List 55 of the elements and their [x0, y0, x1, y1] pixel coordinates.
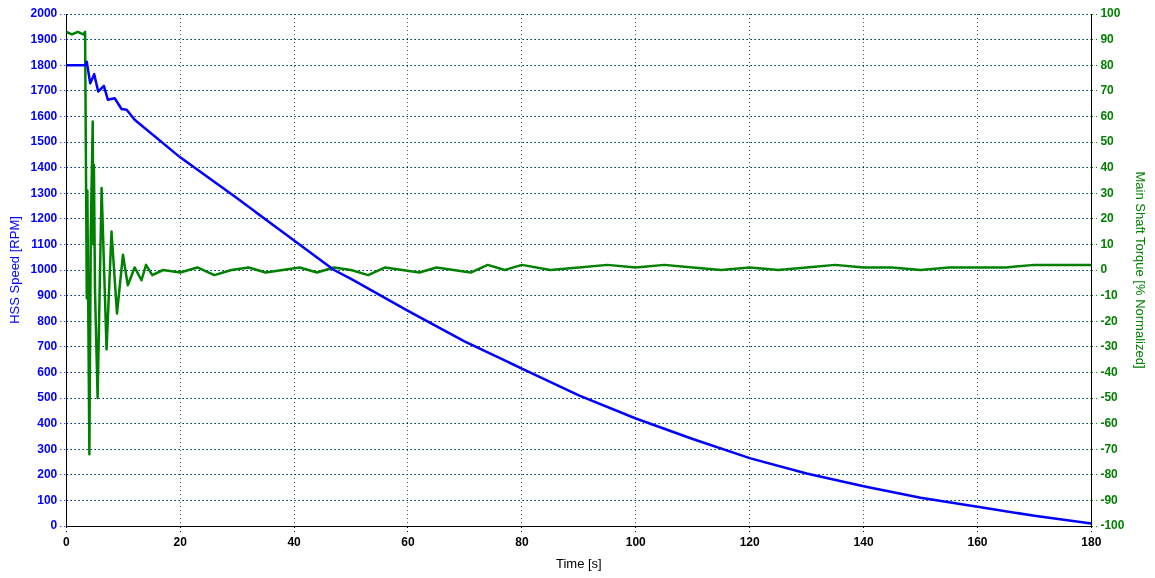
y2-tick-label: 30 [1100, 185, 1115, 200]
y2-tick-label: 50 [1100, 134, 1115, 149]
y-tick-label: 1400 [30, 159, 58, 174]
y2-tick-label: -20 [1100, 313, 1119, 328]
y-tick-label: 2000 [30, 6, 58, 21]
x-tick-label: 0 [62, 534, 70, 549]
y2-tick-label: 20 [1100, 211, 1115, 226]
y-tick-label: 300 [37, 441, 58, 456]
y2-tick-label: 60 [1100, 108, 1115, 123]
x-tick-label: 140 [853, 534, 874, 549]
y2-tick-label: -10 [1100, 287, 1119, 302]
y-tick-label: 200 [37, 467, 58, 482]
x-tick-label: 40 [287, 534, 302, 549]
y-tick-label: 700 [37, 339, 58, 354]
y-axis-title: HSS Speed [RPM] [7, 216, 23, 324]
y2-tick-label: 80 [1100, 57, 1115, 72]
y-tick-label: 1000 [30, 262, 58, 277]
y-tick-label: 600 [37, 364, 58, 379]
x-axis-title: Time [s] [555, 555, 602, 571]
y-tick-label: 400 [37, 415, 58, 430]
y-tick-label: 1600 [30, 108, 58, 123]
x-tick-label: 20 [173, 534, 188, 549]
y-tick-label: 500 [37, 390, 58, 405]
y2-tick-label: -90 [1100, 492, 1119, 507]
y-tick-label: 900 [37, 287, 58, 302]
y2-tick-label: -60 [1100, 415, 1119, 430]
y2-tick-label: -100 [1100, 518, 1125, 533]
y-tick-label: 1800 [30, 57, 58, 72]
y2-tick-label: 40 [1100, 159, 1115, 174]
y-tick-label: 800 [37, 313, 58, 328]
y-tick-label: 1700 [30, 83, 58, 98]
y2-tick-label: -80 [1100, 467, 1119, 482]
y-tick-label: 1500 [30, 134, 58, 149]
y2-tick-label: 10 [1100, 236, 1115, 251]
y2-tick-label: -30 [1100, 339, 1119, 354]
y2-tick-label: -50 [1100, 390, 1119, 405]
y-tick-label: 1300 [30, 185, 58, 200]
y-tick-label: 0 [50, 518, 58, 533]
y-tick-label: 1200 [30, 211, 58, 226]
x-tick-label: 60 [401, 534, 415, 549]
y-tick-label: 1900 [30, 31, 58, 46]
x-tick-label: 100 [625, 534, 647, 549]
y2-tick-label: 70 [1100, 83, 1115, 98]
y2-tick-label: 100 [1100, 6, 1121, 21]
x-tick-label: 180 [1081, 534, 1102, 549]
y2-tick-label: 90 [1100, 31, 1115, 46]
x-tick-label: 120 [739, 534, 761, 549]
y2-tick-label: 0 [1100, 262, 1108, 277]
x-tick-label: 80 [515, 534, 529, 549]
y-tick-label: 1100 [31, 236, 58, 251]
y2-tick-label: -40 [1100, 364, 1119, 379]
y2-axis-title: Main Shaft Torque [% Normalized] [1132, 171, 1148, 369]
y2-tick-label: -70 [1100, 441, 1119, 456]
y-tick-label: 100 [37, 492, 58, 507]
x-tick-label: 160 [967, 534, 988, 549]
